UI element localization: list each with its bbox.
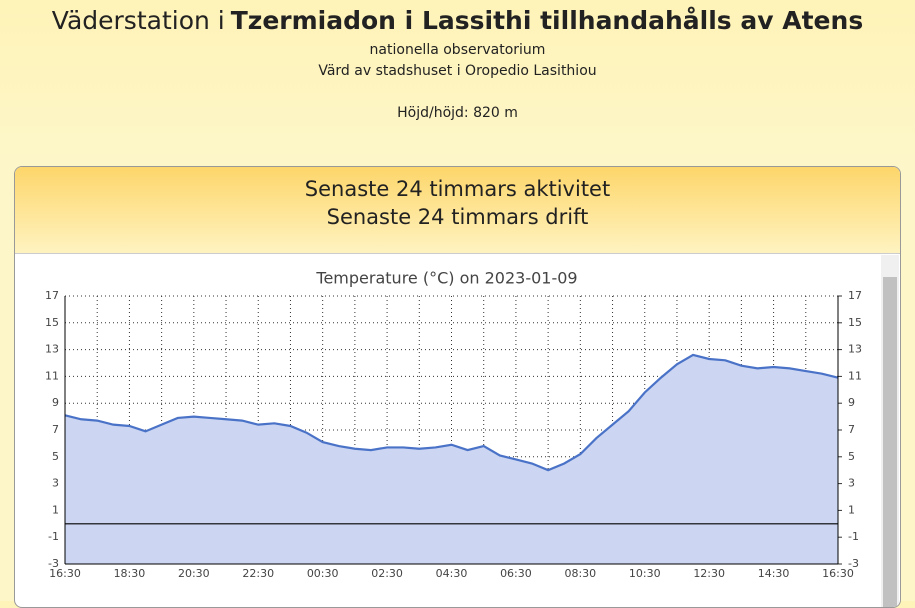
x-tick-label: 22:30 (242, 567, 274, 580)
heading: Senaste 24 timmars aktivitet (304, 177, 611, 201)
x-tick-label: 04:30 (436, 567, 468, 580)
y2-tick-label: 1 (848, 503, 855, 516)
y-tick-label: 13 (45, 343, 59, 356)
panel-header: Senaste 24 timmars aktivitet Senaste 24 … (15, 167, 900, 254)
y2-tick-label: -1 (848, 530, 859, 543)
host: Värd av stadshuset i Oropedio Lasithiou (318, 63, 597, 79)
x-tick-label: 18:30 (114, 567, 146, 580)
x-tick-label: 12:30 (693, 567, 725, 580)
x-tick-label: 14:30 (758, 567, 790, 580)
subtitle: nationella observatorium (369, 42, 546, 58)
y2-tick-label: 15 (848, 316, 862, 329)
title-prefix: Väderstation i (51, 6, 225, 35)
x-tick-label: 16:30 (49, 567, 81, 580)
x-tick-label: 06:30 (500, 567, 532, 580)
area (65, 354, 838, 564)
heading: Senaste 24 timmars drift (326, 205, 589, 229)
y2-tick-label: -3 (848, 557, 859, 570)
y2-tick-label: 9 (848, 396, 855, 409)
title-bold: Tzermiadon i Lassithi tillhandahålls av … (230, 6, 864, 35)
y2-tick-label: 3 (848, 477, 855, 490)
y-tick-label: 15 (45, 316, 59, 329)
y2-tick-label: 11 (848, 369, 862, 382)
temperature-line (64, 353, 839, 472)
scroll-thumb[interactable] (883, 277, 897, 607)
y2-tick-label: 7 (848, 423, 855, 436)
y2-tick-label: 17 (848, 289, 862, 302)
x-tick-label: 16:30 (822, 567, 854, 580)
y-tick-label: -3 (48, 557, 59, 570)
y-tick-label: 7 (52, 423, 59, 436)
y-tick-label: 11 (45, 369, 59, 382)
x-tick-label: 08:30 (564, 567, 596, 580)
station-title: Väderstation i Tzermiadon i Lassithi till… (0, 6, 915, 35)
altitude: Höjd/höjd: 820 m (397, 105, 518, 121)
scrollbar[interactable] (881, 255, 899, 607)
x-tick-label: 00:30 (307, 567, 339, 580)
y-tick-label: -1 (48, 530, 59, 543)
y-tick-label: 17 (45, 289, 59, 302)
y-tick-label: 5 (52, 450, 59, 463)
x-tick-label: 20:30 (178, 567, 210, 580)
y-tick-label: 3 (52, 477, 59, 490)
x-tick-label: 02:30 (371, 567, 403, 580)
y-tick-label: 1 (52, 503, 59, 516)
y2-tick-label: 5 (848, 450, 855, 463)
y2-tick-label: 13 (848, 343, 862, 356)
chart-title: Temperature (°C) on 2023-01-09 (315, 269, 577, 288)
chart: Temperature (°C) on 2023-01-09 -3-113579… (45, 269, 862, 581)
y-tick-label: 9 (52, 396, 59, 409)
x-tick-label: 10:30 (629, 567, 661, 580)
